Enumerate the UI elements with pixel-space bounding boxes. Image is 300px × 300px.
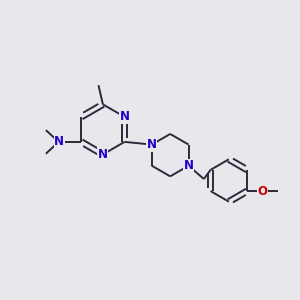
Text: O: O xyxy=(258,184,268,198)
Text: N: N xyxy=(184,159,194,172)
Text: N: N xyxy=(147,138,157,151)
Text: N: N xyxy=(120,110,130,123)
Text: N: N xyxy=(54,135,64,148)
Text: N: N xyxy=(98,148,108,161)
